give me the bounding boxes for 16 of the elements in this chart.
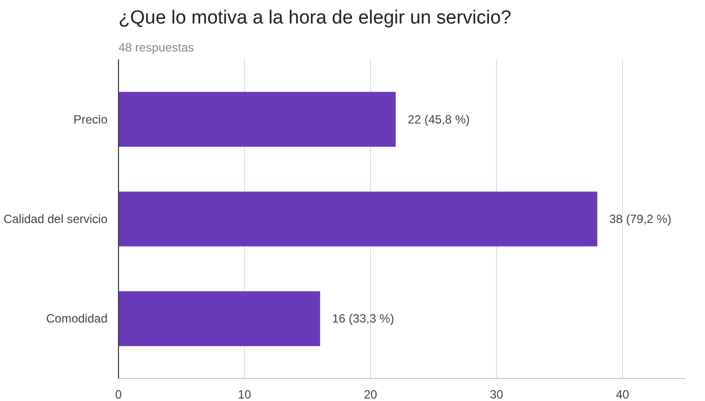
x-tick-label: 20 — [364, 388, 378, 401]
bar — [118, 92, 396, 147]
y-tick-label: Calidad del servicio — [3, 212, 108, 226]
chart-subtitle: 48 respuestas — [118, 40, 194, 54]
y-tick-label: Precio — [73, 112, 108, 126]
bar — [118, 291, 320, 346]
data-label: 16 (33,3 %) — [332, 312, 394, 326]
data-label: 38 (79,2 %) — [609, 212, 672, 226]
y-tick-label: Comodidad — [46, 312, 108, 326]
data-label: 22 (45,8 %) — [408, 112, 470, 126]
x-tick-label: 40 — [616, 388, 630, 401]
x-tick-label: 30 — [490, 388, 504, 401]
x-tick-label: 0 — [115, 388, 122, 401]
bar — [118, 192, 598, 246]
chart-title: ¿Que lo motiva a la hora de elegir un servicio? — [118, 8, 512, 28]
x-tick-label: 10 — [238, 388, 252, 401]
